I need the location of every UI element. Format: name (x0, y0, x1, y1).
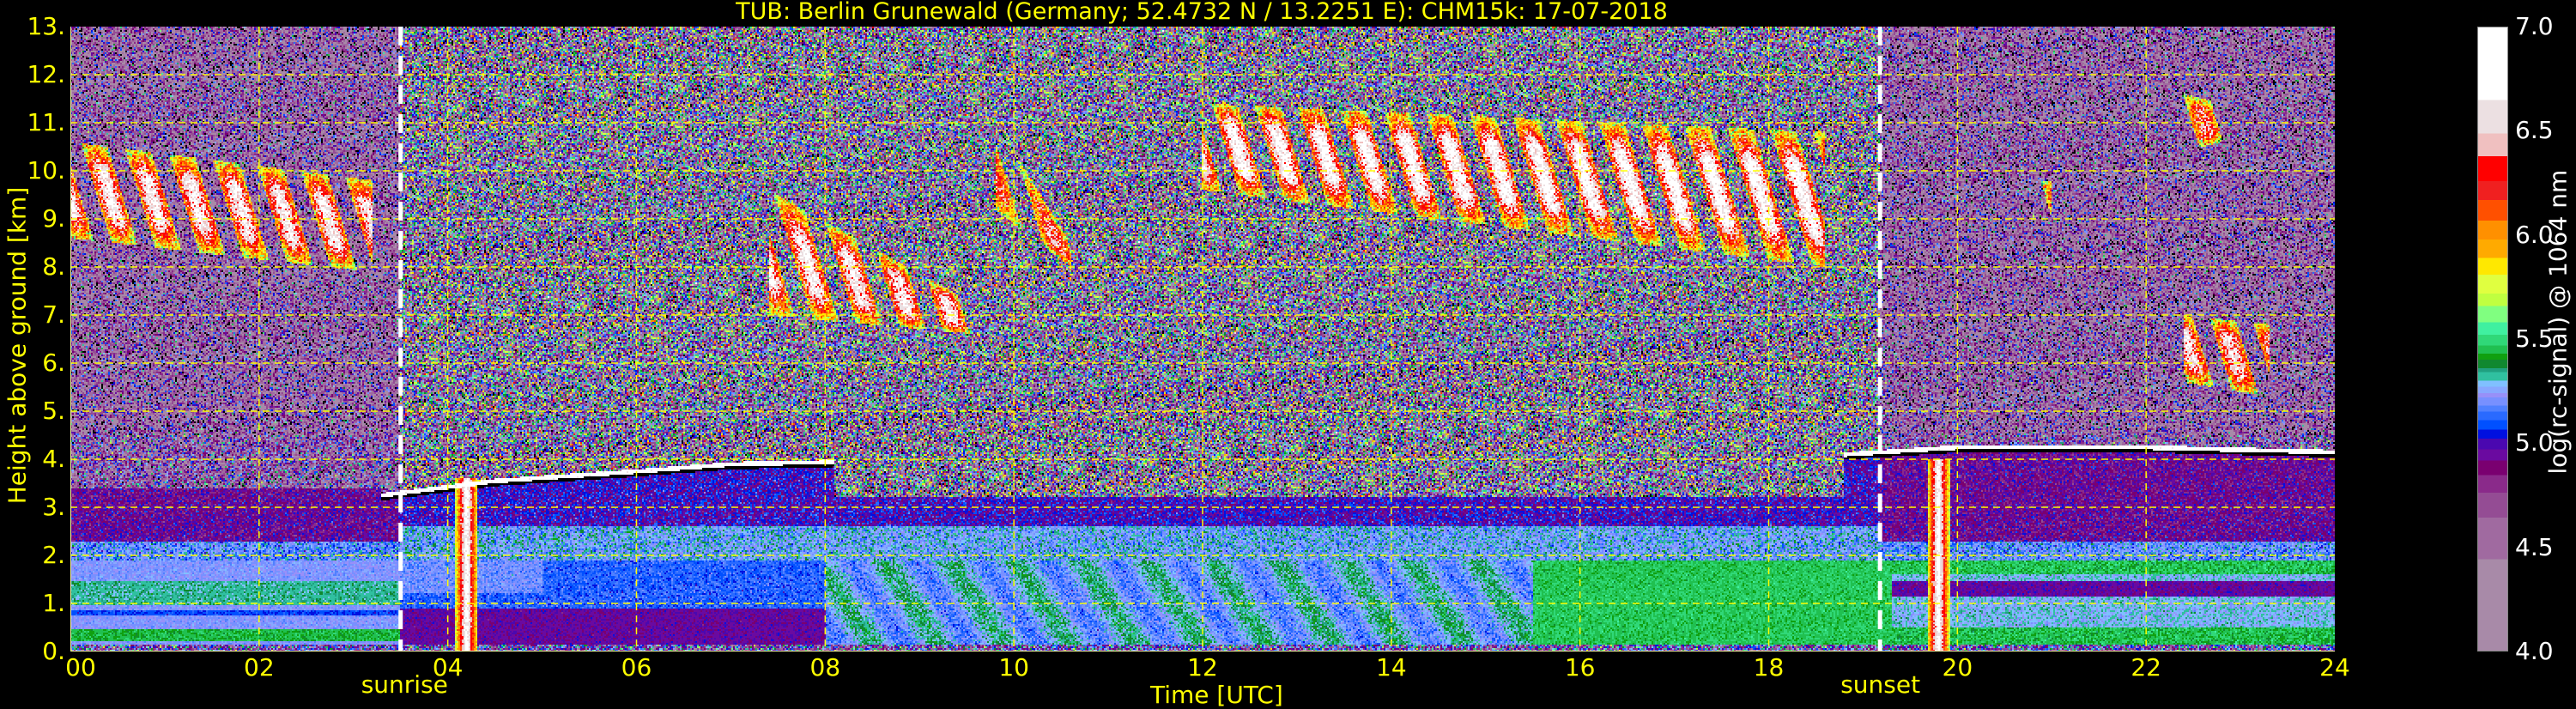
y-tick-label: 6. (42, 348, 65, 377)
y-tick-label: 10. (27, 156, 65, 185)
colorbar (2477, 27, 2508, 651)
sunset-label: sunset (1840, 670, 1921, 699)
y-tick-label: 9. (42, 204, 65, 233)
colorbar-tick-label: 6.0 (2515, 220, 2554, 249)
x-tick-label: 14 (1376, 653, 1407, 682)
x-tick-label: 06 (621, 653, 652, 682)
y-tick-label: 5. (42, 397, 65, 425)
y-tick-label: 7. (42, 300, 65, 329)
y-tick-label: 13. (27, 12, 65, 40)
chart-title: TUB: Berlin Grunewald (Germany; 52.4732 … (736, 0, 1668, 25)
x-tick-label: 12 (1187, 653, 1218, 682)
x-tick-label: 20 (1942, 653, 1973, 682)
y-tick-label: 2. (42, 541, 65, 569)
x-tick-label: 08 (809, 653, 841, 682)
x-tick-label: 10 (998, 653, 1029, 682)
x-tick-label: 18 (1753, 653, 1785, 682)
y-tick-label: 3. (42, 493, 65, 521)
x-tick-label: 04 (432, 653, 464, 682)
colorbar-tick-label: 5.5 (2515, 324, 2554, 353)
x-tick-label: 16 (1564, 653, 1596, 682)
plot-overlay (70, 27, 2335, 651)
x-axis-label: Time [UTC] (1150, 681, 1283, 709)
sunrise-label: sunrise (361, 670, 448, 699)
colorbar-label: log(rc-signal) @ 1064 nm (2543, 169, 2573, 475)
y-tick-label: 0. (42, 637, 65, 665)
y-tick-label: 11. (27, 108, 65, 136)
y-tick-label: 1. (42, 589, 65, 617)
colorbar-tick-label: 4.0 (2515, 637, 2554, 665)
y-tick-label: 12. (27, 60, 65, 88)
y-tick-label: 8. (42, 252, 65, 281)
colorbar-tick-label: 5.0 (2515, 428, 2554, 458)
colorbar-tick-label: 7.0 (2515, 12, 2554, 40)
y-tick-label: 4. (42, 445, 65, 473)
colorbar-tick-label: 4.5 (2515, 532, 2554, 561)
plot-area (70, 27, 2335, 651)
x-tick-label: 22 (2131, 653, 2161, 682)
colorbar-tick-label: 6.5 (2515, 116, 2554, 145)
x-tick-label: 02 (244, 653, 275, 682)
x-tick-label: 00 (65, 653, 96, 682)
x-tick-label: 24 (2319, 653, 2350, 682)
